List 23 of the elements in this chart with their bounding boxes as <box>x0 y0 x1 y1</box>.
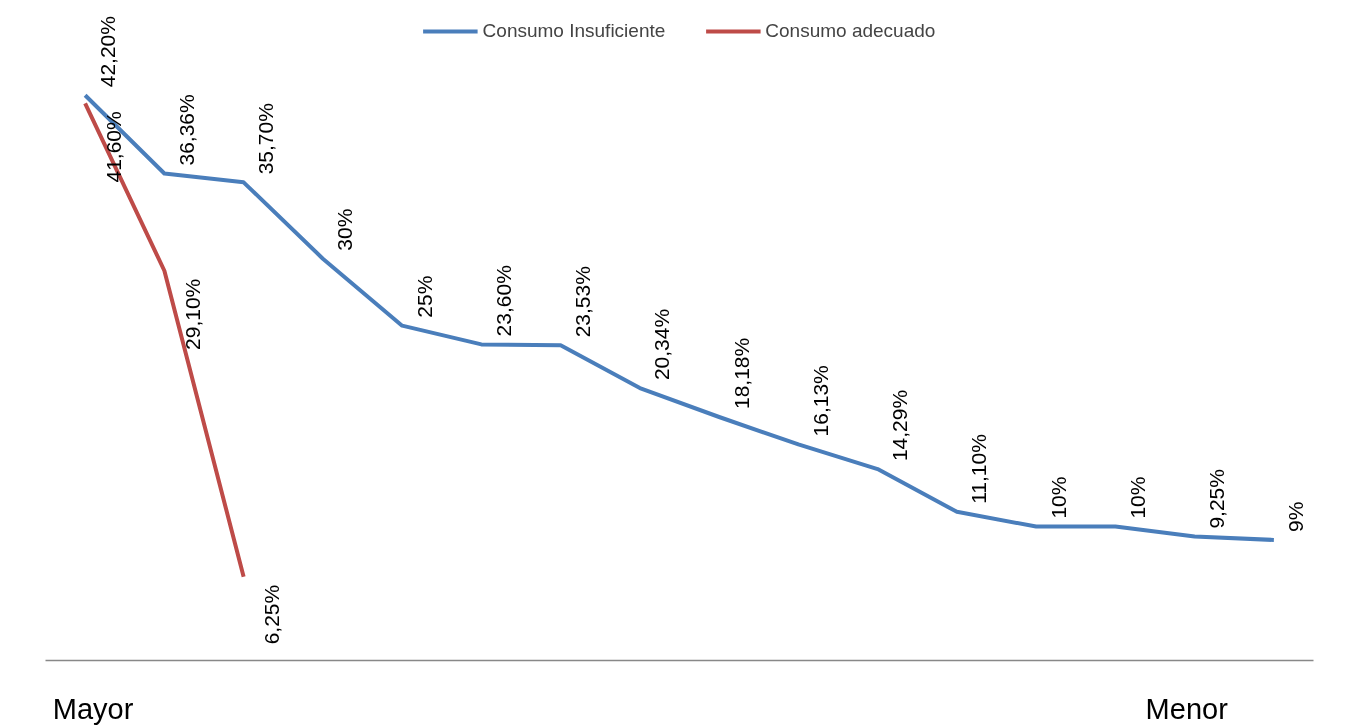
legend-label: Consumo Insuficiente <box>482 20 666 42</box>
text: Menor <box>1145 692 1229 725</box>
data-label: 9,25% <box>1205 469 1229 529</box>
data-label: 20,34% <box>650 308 674 381</box>
data-label: 23,53% <box>571 266 595 338</box>
data-label: 35,70% <box>254 103 278 175</box>
data-label: 10% <box>1125 476 1149 519</box>
data-label: 18,18% <box>729 337 753 409</box>
data-label: 16,13% <box>808 365 832 437</box>
data-label: 9% <box>1284 501 1308 532</box>
data-label: 42,20% <box>95 16 119 88</box>
data-label: 25% <box>412 275 436 318</box>
data-label: 6,25% <box>260 584 284 645</box>
data-label: 11,10% <box>967 434 991 504</box>
legend-label: Consumo adecuado <box>765 20 936 42</box>
data-label: 30% <box>333 208 357 251</box>
data-label: 14,29% <box>888 389 912 462</box>
text: Mayor <box>52 692 134 725</box>
data-label: 41,60% <box>101 111 125 183</box>
data-label: 36,36% <box>174 94 198 166</box>
data-label: 10% <box>1046 476 1070 519</box>
data-label: 23,60% <box>491 265 515 337</box>
data-label: 29,10% <box>180 278 204 350</box>
